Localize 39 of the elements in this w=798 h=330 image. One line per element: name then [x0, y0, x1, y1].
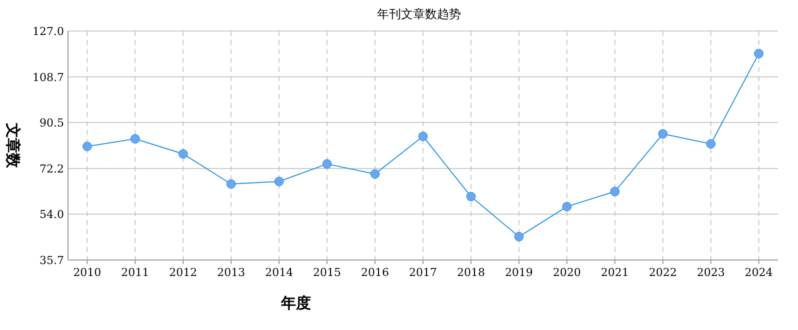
x-tick-label: 2015	[313, 266, 342, 279]
y-tick-label: 90.5	[40, 116, 64, 130]
x-tick-label: 2017	[409, 266, 437, 279]
x-tick-label: 2022	[648, 266, 677, 279]
point	[562, 202, 572, 212]
y-tick-label: 108.7	[32, 70, 64, 84]
point	[514, 232, 524, 242]
chart-title: 年刊文章数趋势	[377, 7, 461, 21]
point	[178, 149, 188, 159]
y-axis-title: 文章数	[4, 122, 22, 169]
point	[322, 159, 332, 169]
point	[226, 179, 236, 189]
x-tick-label: 2023	[696, 266, 725, 279]
y-tick-label: 127.0	[32, 24, 64, 38]
point	[274, 176, 284, 186]
point	[82, 142, 92, 152]
x-tick-label: 2019	[504, 266, 533, 279]
x-tick-label: 2016	[361, 266, 390, 279]
point	[370, 169, 380, 179]
point	[658, 129, 668, 139]
point	[706, 139, 716, 149]
point	[610, 186, 620, 196]
x-tick-label: 2024	[744, 266, 773, 279]
x-tick-label: 2020	[552, 266, 581, 279]
point	[418, 132, 428, 142]
point	[754, 48, 764, 58]
y-tick-label: 35.7	[40, 254, 64, 267]
point	[130, 134, 140, 144]
y-tick-label: 54.0	[40, 208, 64, 221]
x-tick-label: 2011	[121, 266, 150, 279]
point	[466, 192, 476, 202]
x-axis-title: 年度	[280, 294, 311, 312]
x-tick-label: 2012	[169, 266, 198, 279]
x-tick-label: 2013	[217, 266, 246, 279]
x-tick-label: 2018	[456, 266, 485, 279]
x-tick-label: 2021	[600, 266, 629, 279]
y-tick-label: 72.2	[40, 162, 64, 176]
x-tick-label: 2014	[265, 266, 294, 279]
x-tick-label: 2010	[73, 266, 102, 279]
